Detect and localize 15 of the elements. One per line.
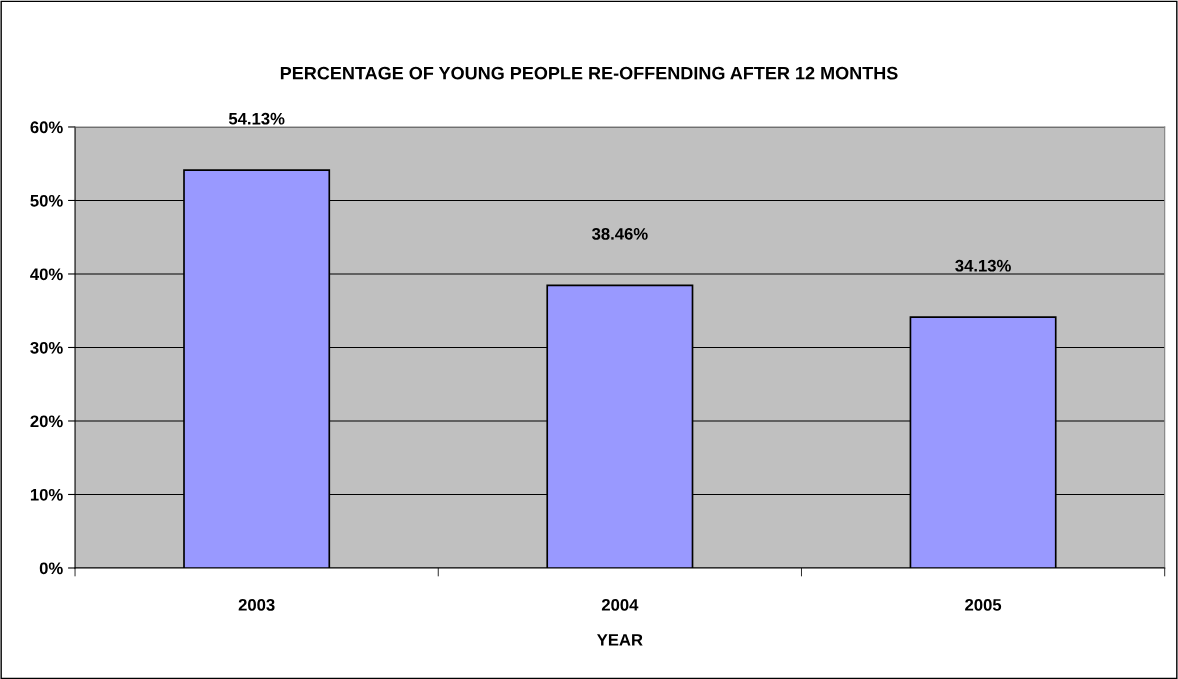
data-label: 34.13%: [955, 259, 1011, 272]
y-tick-label: 60%: [30, 121, 63, 134]
y-tick-label: 20%: [30, 415, 63, 428]
y-tick-label: 0%: [39, 562, 63, 575]
x-tick-label: 2003: [238, 598, 275, 611]
y-tick-label: 40%: [30, 268, 63, 281]
y-tick-label: 10%: [30, 488, 63, 501]
y-tick-label: 50%: [30, 194, 63, 207]
chart-title: PERCENTAGE OF YOUNG PEOPLE RE-OFFENDING AFTER 12 MONTHS: [280, 66, 898, 80]
x-tick-label: 2004: [601, 598, 639, 611]
data-label: 54.13%: [228, 112, 285, 125]
x-axis-title: YEAR: [596, 634, 643, 646]
y-tick-label: 30%: [30, 341, 63, 354]
x-tick-label: 2005: [965, 598, 1002, 611]
data-label: 38.46%: [591, 227, 648, 240]
